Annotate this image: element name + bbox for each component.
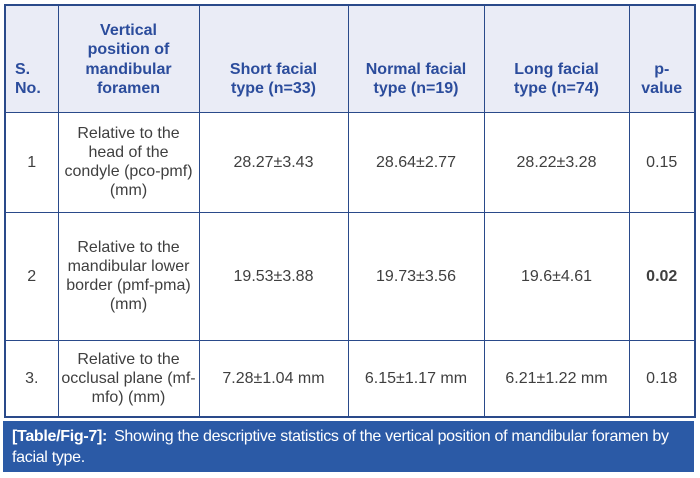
cell-measure: Relative to the occlusal plane (mf-mfo) … [57, 339, 200, 418]
header-cell-long: Long facial type (n=74) [483, 4, 630, 113]
header-row: S. No. Vertical position of mandibular f… [4, 4, 696, 113]
header-cell-short: Short facial type (n=33) [198, 4, 349, 113]
caption-text: Showing the descriptive statistics of th… [12, 428, 669, 466]
cell-short-value: 19.53±3.88 [198, 211, 349, 341]
table-caption: [Table/Fig-7]: Showing the descriptive st… [3, 421, 694, 472]
table-row: 3. Relative to the occlusal plane (mf-mf… [4, 339, 696, 418]
cell-sno: 3. [4, 339, 59, 418]
cell-short-value: 7.28±1.04 mm [198, 339, 349, 418]
cell-long-value: 28.22±3.28 [483, 111, 630, 213]
cell-pvalue: 0.18 [628, 339, 696, 418]
cell-long-value: 6.21±1.22 mm [483, 339, 630, 418]
cell-pvalue: 0.15 [628, 111, 696, 213]
header-cell-measure: Vertical position of mandibular foramen [57, 4, 200, 113]
table-row: 1 Relative to the head of the condyle (p… [4, 111, 696, 213]
cell-long-value: 19.6±4.61 [483, 211, 630, 341]
cell-normal-value: 19.73±3.56 [347, 211, 485, 341]
cell-measure: Relative to the mandibular lower border … [57, 211, 200, 341]
table-row: 2 Relative to the mandibular lower borde… [4, 211, 696, 341]
header-cell-sno: S. No. [4, 4, 59, 113]
header-cell-normal: Normal facial type (n=19) [347, 4, 485, 113]
cell-normal-value: 6.15±1.17 mm [347, 339, 485, 418]
cell-sno: 1 [4, 111, 59, 213]
cell-normal-value: 28.64±2.77 [347, 111, 485, 213]
cell-measure: Relative to the head of the condyle (pco… [57, 111, 200, 213]
stats-table: S. No. Vertical position of mandibular f… [4, 4, 696, 418]
caption-label: [Table/Fig-7]: [12, 428, 108, 445]
cell-pvalue: 0.02 [628, 211, 696, 341]
cell-sno: 2 [4, 211, 59, 341]
header-cell-pvalue: p-value [628, 4, 696, 113]
cell-short-value: 28.27±3.43 [198, 111, 349, 213]
